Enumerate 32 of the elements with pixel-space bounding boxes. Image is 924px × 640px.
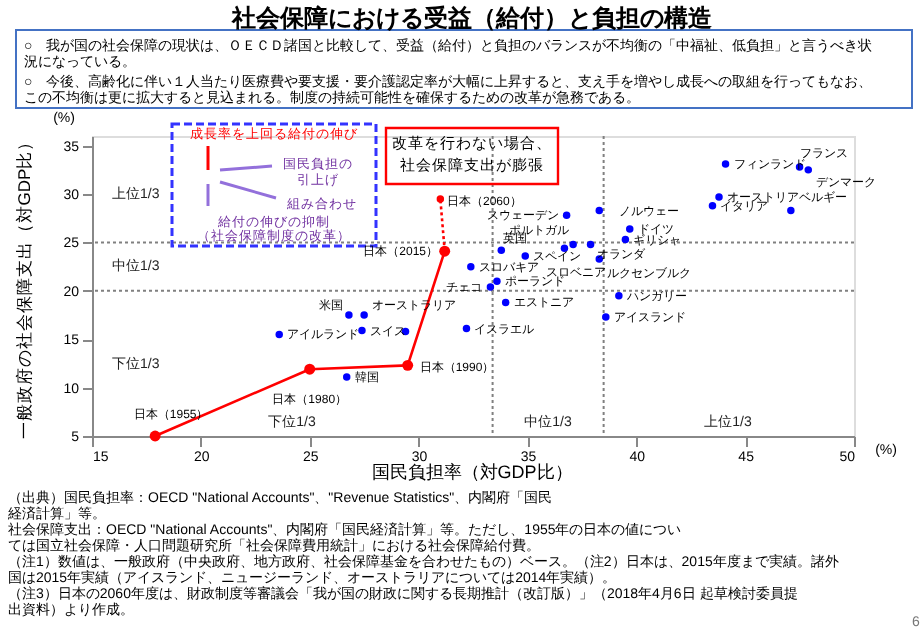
point <box>345 311 353 319</box>
point <box>501 298 510 307</box>
point <box>804 166 813 174</box>
point <box>721 160 730 168</box>
point <box>149 430 161 442</box>
point <box>595 206 604 215</box>
point <box>708 201 717 210</box>
point <box>715 193 723 201</box>
point <box>436 195 445 203</box>
point <box>569 240 577 249</box>
point <box>486 283 495 291</box>
point <box>602 313 610 321</box>
point <box>586 240 595 249</box>
point <box>521 252 529 260</box>
point <box>304 363 316 375</box>
point <box>275 330 283 339</box>
x-axis-title: 国民負担率（対GDP比） <box>371 462 573 482</box>
point <box>462 324 471 333</box>
point <box>497 246 506 254</box>
y-axis-title: 一般政府の社会保障支出（対GDP比） <box>14 132 34 440</box>
point <box>358 326 366 335</box>
point <box>342 373 351 381</box>
point <box>402 359 414 371</box>
point <box>787 206 795 215</box>
chart-title: 社会保障における受益（給付）と負担の構造 <box>230 4 714 32</box>
point <box>626 225 634 233</box>
point <box>360 311 368 319</box>
point <box>467 262 475 271</box>
point <box>621 235 630 244</box>
point <box>562 211 571 220</box>
point <box>615 291 623 300</box>
point <box>493 277 501 285</box>
